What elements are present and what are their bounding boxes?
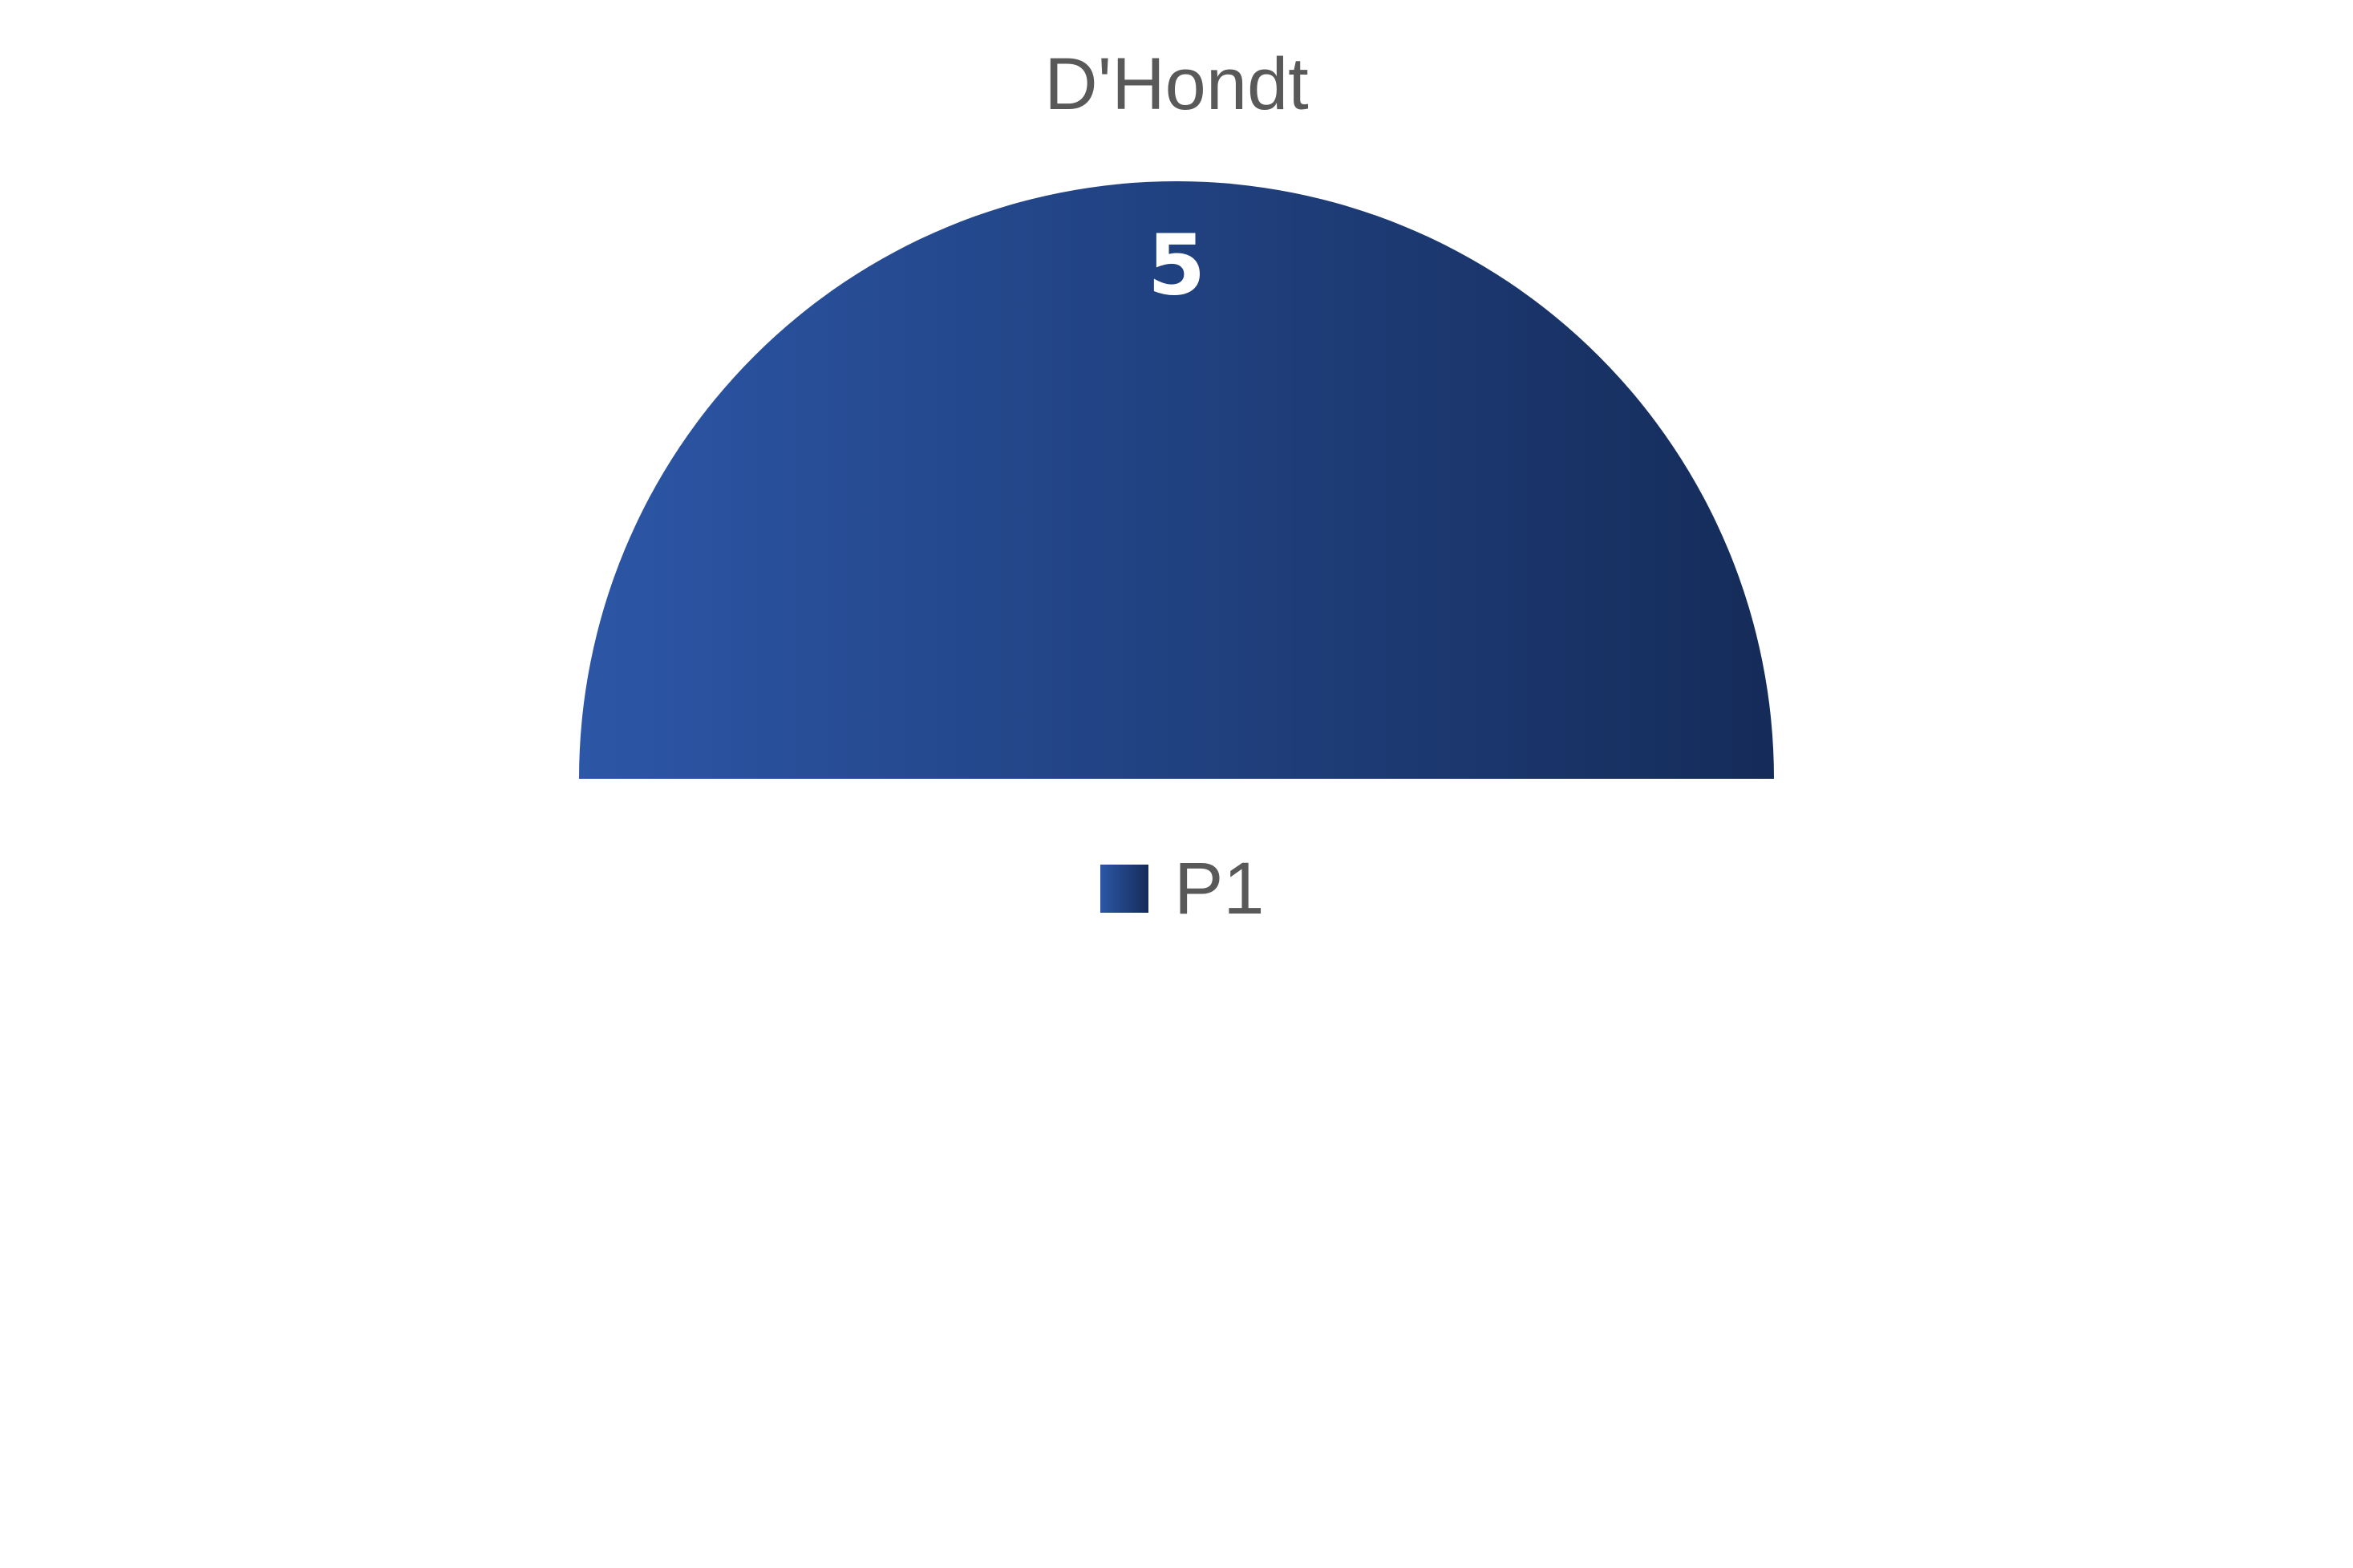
legend-label-p1: P1 [1174, 848, 1265, 930]
legend-swatch-p1 [1100, 865, 1148, 913]
data-labels-group: 5 [1148, 216, 1205, 314]
slices-group [579, 181, 1774, 779]
data-label-p1: 5 [1148, 216, 1205, 314]
chart-title: D'Hondt [1044, 43, 1309, 125]
slice-p1 [579, 181, 1774, 779]
legend: P1 [1100, 848, 1265, 930]
